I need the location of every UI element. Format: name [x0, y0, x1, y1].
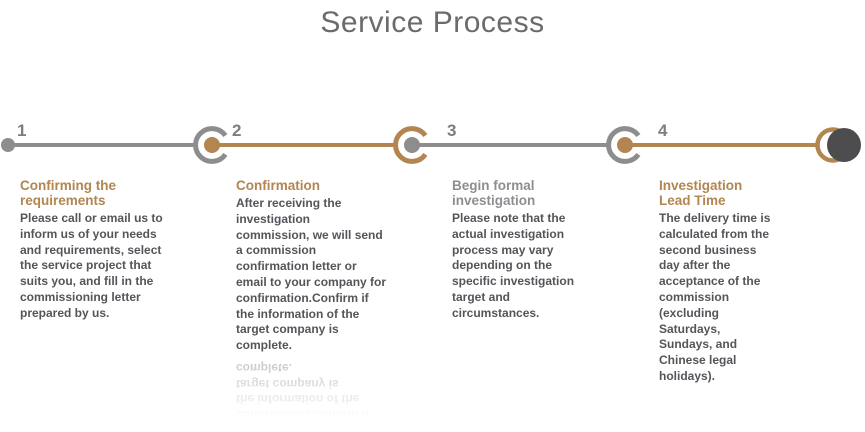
- step-4-number: 4: [658, 121, 668, 140]
- process-timeline: [0, 110, 865, 180]
- timeline-end-eclipse-icon: [827, 128, 861, 162]
- step-1-body: Please call or email us to inform us of …: [20, 211, 163, 320]
- step-1-number: 1: [17, 121, 27, 140]
- timeline-graphic: [1, 126, 861, 164]
- step-2-heading: Confirmation: [236, 178, 320, 193]
- step-4-body: The delivery time is calculated from the…: [659, 211, 771, 383]
- step-3-body: Please note that the actual investigatio…: [452, 211, 575, 320]
- step-4-column: Investigation Lead Time The delivery tim…: [659, 178, 789, 385]
- step-2-column: Confirmation After receiving the investi…: [236, 178, 406, 431]
- page-title: Service Process: [320, 6, 545, 39]
- step-3-column: Begin formal investigation Please note t…: [452, 178, 592, 322]
- step-4-heading: Investigation Lead Time: [659, 178, 743, 208]
- step-4-marker-ring-icon: [606, 126, 641, 164]
- step-2-body: After receiving the investigation commis…: [236, 196, 387, 353]
- reflection-fade-overlay: [236, 358, 406, 431]
- step-4-marker-dot-icon: [617, 137, 633, 153]
- step-1-column: Confirming the requirements Please call …: [20, 178, 180, 322]
- step-3-marker-ring-icon: [393, 126, 428, 164]
- step-1-heading: Confirming the requirements: [20, 178, 116, 208]
- step-2-marker-dot-icon: [204, 137, 220, 153]
- step-2-number: 2: [232, 121, 242, 140]
- step-3-number: 3: [447, 121, 457, 140]
- step-3-marker-dot-icon: [404, 137, 420, 153]
- step-2-marker-ring-icon: [193, 126, 228, 164]
- step-2-text-reflection: Confirmation After receiving the investi…: [236, 358, 406, 431]
- step-3-heading: Begin formal investigation: [452, 178, 536, 208]
